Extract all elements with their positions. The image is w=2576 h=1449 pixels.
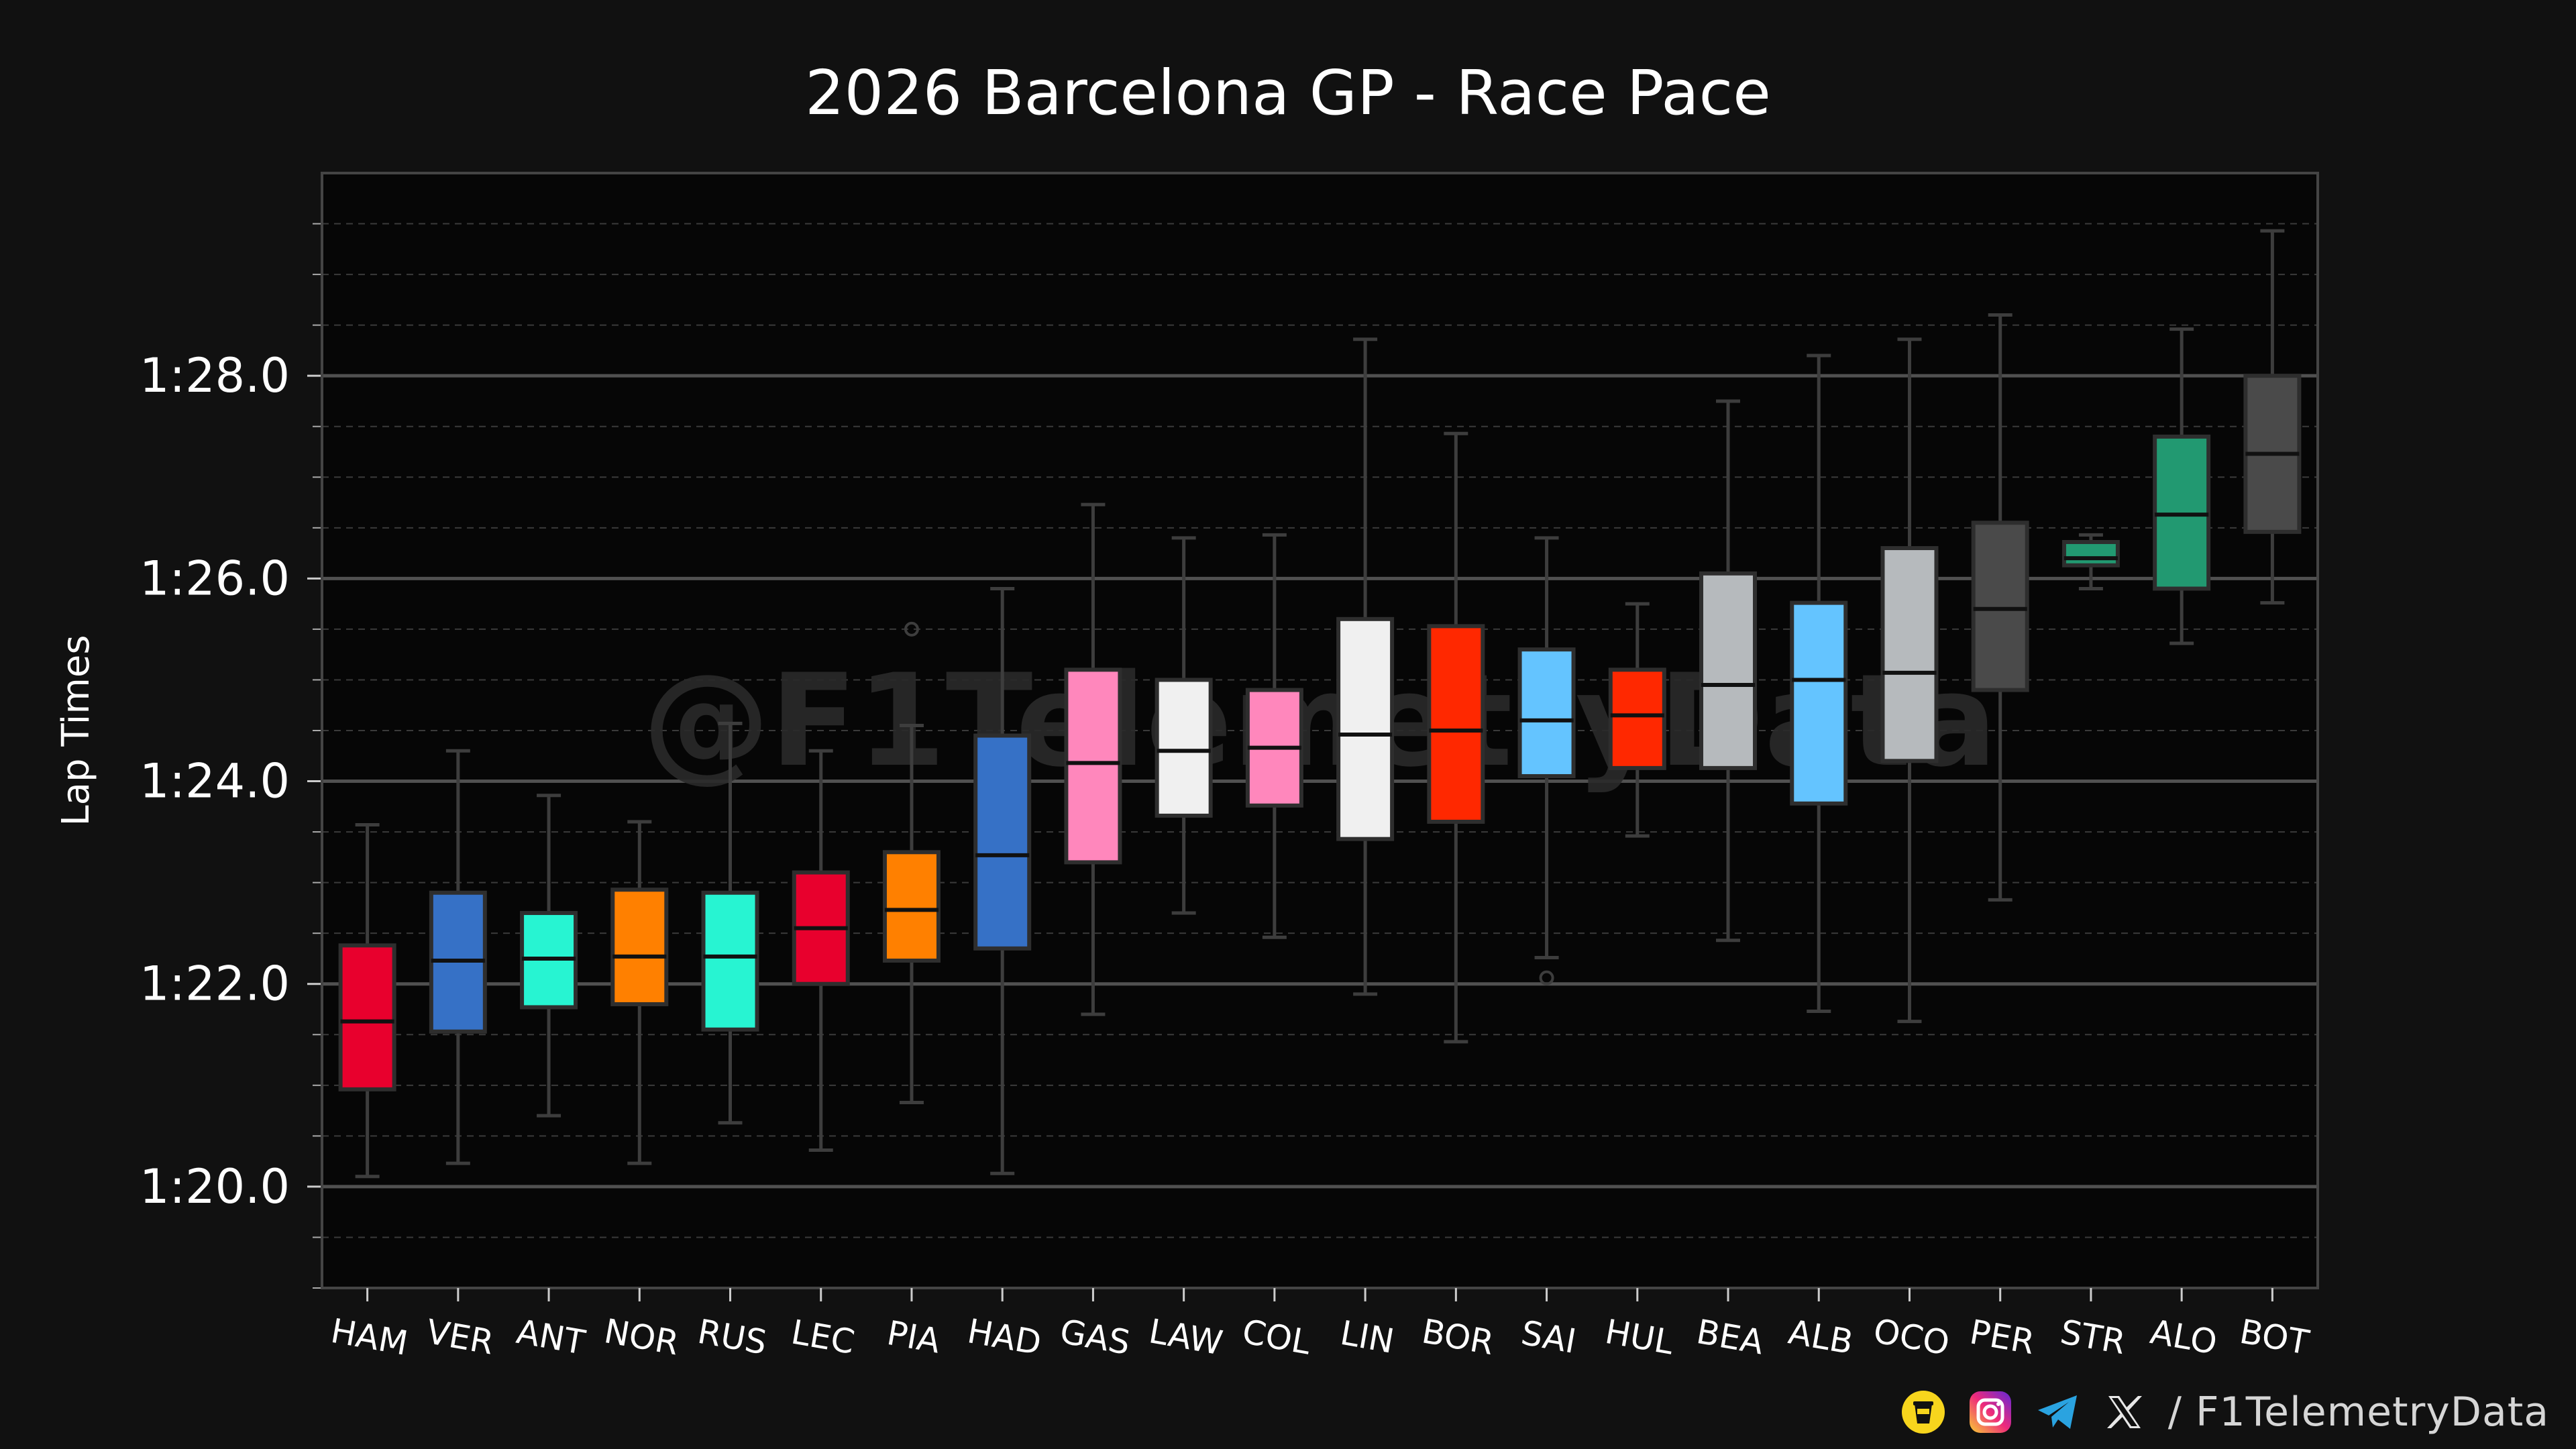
- iqr-box: [338, 943, 396, 1091]
- iqr-box: [1155, 678, 1213, 818]
- box-lin: LIN: [1336, 337, 1397, 1361]
- iqr-box: [1971, 521, 2029, 692]
- box-per: PER: [1967, 313, 2037, 1362]
- y-tick-label: 1:20.0: [140, 1159, 290, 1214]
- iqr-box: [973, 733, 1032, 951]
- box-ver: VER: [423, 749, 496, 1362]
- x-tick-label: NOR: [601, 1311, 682, 1362]
- x-tick-label: HAM: [328, 1311, 411, 1363]
- chart-title: 2026 Barcelona GP - Race Pace: [805, 57, 1771, 129]
- box-law: LAW: [1146, 536, 1226, 1362]
- x-tick-label: STR: [2057, 1312, 2129, 1362]
- x-tick-label: LAW: [1146, 1311, 1225, 1362]
- y-tick-label: 1:24.0: [140, 754, 290, 809]
- iqr-box: [1336, 616, 1395, 841]
- x-tick-label: GAS: [1057, 1312, 1133, 1362]
- y-tick-label: 1:28.0: [140, 348, 290, 403]
- plot-frame: [321, 172, 2319, 1289]
- x-tick-label: ANT: [514, 1312, 588, 1362]
- iqr-box: [1517, 647, 1576, 778]
- y-axis-label: Lap Times: [54, 635, 98, 826]
- x-tick-label: ALB: [1786, 1312, 1856, 1362]
- x-tick-label: SAI: [1518, 1313, 1578, 1361]
- iqr-box: [2061, 539, 2120, 568]
- x-tick-label: HUL: [1602, 1312, 1676, 1362]
- iqr-box: [701, 890, 759, 1032]
- iqr-box: [1880, 546, 1939, 763]
- instagram-icon[interactable]: [1967, 1389, 2014, 1436]
- outlier-point: [904, 621, 919, 637]
- iqr-box: [1699, 571, 1758, 770]
- outlier-point: [1539, 970, 1554, 985]
- x-tick-label: BOT: [2237, 1312, 2312, 1362]
- iqr-box: [882, 850, 941, 963]
- x-tick-label: COL: [1240, 1312, 1314, 1362]
- x-tick-label: OCO: [1870, 1311, 1952, 1363]
- x-tick-label: LIN: [1338, 1313, 1397, 1361]
- x-tick-label: BOR: [1419, 1311, 1497, 1362]
- footer: / F1TelemetryData: [1900, 1384, 2549, 1440]
- box-sai: SAI: [1517, 536, 1579, 1361]
- telegram-icon[interactable]: [2034, 1389, 2081, 1436]
- iqr-box: [1064, 667, 1122, 865]
- x-tick-label: HAD: [965, 1311, 1044, 1362]
- watermark: @F1TelemetryData: [643, 647, 1997, 795]
- x-icon[interactable]: [2101, 1389, 2148, 1436]
- x-tick-label: RUS: [695, 1312, 770, 1362]
- box-nor: NOR: [601, 820, 682, 1362]
- iqr-box: [1608, 667, 1666, 770]
- coffee-cup-icon[interactable]: [1900, 1389, 1947, 1436]
- x-tick-label: ALO: [2147, 1312, 2220, 1362]
- x-tick-label: PER: [1967, 1312, 2037, 1362]
- iqr-box: [1427, 624, 1485, 824]
- iqr-box: [1790, 600, 1848, 806]
- y-tick-label: 1:22.0: [140, 957, 290, 1012]
- iqr-box: [610, 888, 669, 1006]
- x-tick-label: PIA: [884, 1313, 943, 1361]
- x-tick-label: BEA: [1694, 1312, 1767, 1362]
- social-handle[interactable]: / F1TelemetryData: [2167, 1389, 2549, 1436]
- iqr-box: [2153, 434, 2211, 591]
- box-ham: HAM: [328, 823, 411, 1363]
- x-tick-label: VER: [423, 1312, 496, 1362]
- x-tick-label: LEC: [788, 1313, 857, 1362]
- box-pia: PIA: [882, 621, 943, 1361]
- box-gas: GAS: [1057, 502, 1133, 1362]
- box-bor: BOR: [1419, 431, 1497, 1362]
- y-tick-label: 1:26.0: [140, 551, 290, 606]
- box-alo: ALO: [2147, 327, 2220, 1362]
